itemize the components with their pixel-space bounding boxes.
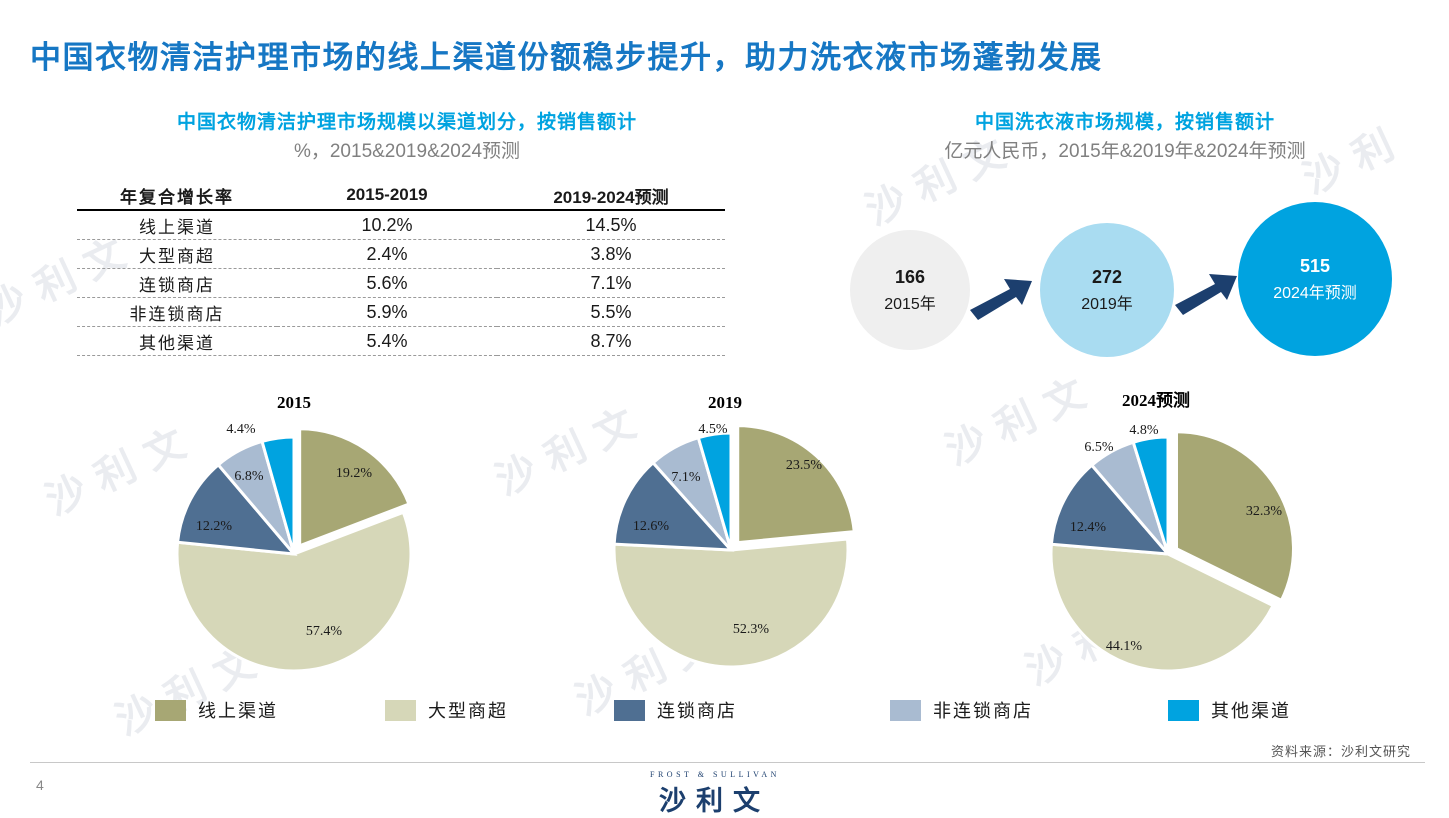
- pie-slice-label: 52.3%: [733, 622, 770, 637]
- pie-slice: [696, 431, 733, 551]
- table-cell: 非连锁商店: [77, 297, 277, 327]
- legend-item: 连锁商店: [614, 699, 737, 722]
- pie-slice: [1131, 435, 1170, 555]
- table-header-cell: 2015-2019: [277, 181, 497, 211]
- pie-slice-label: 4.8%: [1129, 423, 1159, 438]
- pie-slice-label: 19.2%: [336, 466, 373, 481]
- legend-swatch: [155, 699, 186, 721]
- table-cell: 其他渠道: [77, 326, 277, 356]
- logo-text-cn: 沙利文: [659, 786, 770, 817]
- pie-slice-label: 6.8%: [234, 469, 264, 484]
- table-cell: 5.9%: [277, 297, 497, 327]
- table-cell: 14.5%: [497, 210, 725, 240]
- legend-swatch: [614, 699, 645, 721]
- source-note: 资料来源：沙利文研究: [1270, 745, 1411, 760]
- table-cell: 5.4%: [277, 326, 497, 356]
- pie-slice: [612, 537, 850, 669]
- right-panel-unit: 亿元人民币，2015年&2019年&2024年预测: [944, 141, 1306, 162]
- left-panel-unit: %，2015&2019&2024预测: [293, 141, 521, 162]
- legend-item: 大型商超: [385, 699, 508, 722]
- pie-slice: [298, 427, 411, 548]
- table-cell: 大型商超: [77, 239, 277, 269]
- table-cell: 10.2%: [277, 210, 497, 240]
- table-cell: 2.4%: [277, 239, 497, 269]
- circle-value: 515: [1299, 255, 1331, 276]
- table-row: 线上渠道 10.2% 14.5%: [77, 210, 725, 240]
- table-cell: 8.7%: [497, 326, 725, 356]
- pie-slice-label: 7.1%: [671, 470, 701, 485]
- market-size-circle-2015: 166 2015年: [850, 230, 970, 350]
- table-cell: 连锁商店: [77, 268, 277, 298]
- legend-item: 其他渠道: [1168, 699, 1291, 722]
- pie-slice: [612, 460, 735, 552]
- pie-slice-label: 23.5%: [786, 458, 823, 473]
- market-size-circle-2019: 272 2019年: [1040, 223, 1174, 357]
- growth-arrow-icon: [970, 279, 1032, 320]
- pie-slice: [736, 424, 856, 545]
- pie-title: 2019: [708, 393, 742, 412]
- pie-slice: [1174, 430, 1295, 603]
- table-header-row: 年复合增长率 2015-2019 2019-2024预测: [77, 181, 725, 211]
- table-row: 连锁商店 5.6% 7.1%: [77, 268, 725, 298]
- legend-label: 线上渠道: [198, 701, 278, 722]
- legend-label: 非连锁商店: [933, 701, 1033, 722]
- pie-slice-label: 6.5%: [1084, 440, 1114, 455]
- table-cell: 线上渠道: [77, 210, 277, 240]
- table-row: 大型商超 2.4% 3.8%: [77, 239, 725, 269]
- table-header-cell: 2019-2024预测: [497, 181, 725, 211]
- legend-label: 其他渠道: [1211, 701, 1291, 722]
- circle-label: 2015年: [884, 295, 936, 313]
- pie-charts: 2015 19.2% 57.4% 12.2% 6.8% 4.4% 2019 23.5% 52.3…: [175, 390, 1295, 673]
- pie-slice-label: 12.6%: [633, 519, 670, 534]
- pie-slice-label: 57.4%: [306, 624, 343, 639]
- market-size-circle-2024: 515 2024年预测: [1238, 202, 1392, 356]
- table-cell: 5.6%: [277, 268, 497, 298]
- pie-slice: [175, 462, 298, 556]
- circle-label: 2024年预测: [1273, 284, 1357, 302]
- table-row: 其他渠道 5.4% 8.7%: [77, 326, 725, 356]
- right-panel-heading: 中国洗衣液市场规模，按销售额计: [974, 111, 1275, 133]
- legend-item: 线上渠道: [155, 699, 278, 722]
- pie-slice-label: 4.5%: [698, 422, 728, 437]
- legend-item: 非连锁商店: [890, 699, 1033, 722]
- left-panel-heading: 中国衣物清洁护理市场规模以渠道划分，按销售额计: [176, 111, 637, 133]
- page-number: 4: [36, 777, 44, 793]
- pie-slice: [260, 435, 296, 555]
- pie-slice-label: 44.1%: [1106, 639, 1143, 654]
- growth-arrow-icon: [1175, 274, 1237, 315]
- circle-label: 2019年: [1081, 295, 1133, 313]
- pie-slice-label: 32.3%: [1246, 504, 1283, 519]
- footer-divider: [30, 762, 1425, 763]
- table-header-cell: 年复合增长率: [77, 181, 277, 211]
- pie-title: 2015: [277, 393, 311, 412]
- logo-text-en: FROST & SULLIVAN: [650, 770, 780, 779]
- legend-swatch: [890, 699, 921, 721]
- table-cell: 7.1%: [497, 268, 725, 298]
- table-cell: 3.8%: [497, 239, 725, 269]
- pie-slice-label: 12.2%: [196, 519, 233, 534]
- legend-label: 连锁商店: [657, 701, 737, 722]
- cagr-table: 年复合增长率 2015-2019 2019-2024预测 线上渠道 10.2% …: [77, 181, 725, 356]
- pie-slice: [175, 510, 413, 673]
- legend-swatch: [1168, 699, 1199, 721]
- circle-value: 166: [894, 266, 926, 287]
- legend-label: 大型商超: [428, 701, 508, 722]
- pie-slice: [1049, 463, 1172, 556]
- table-cell: 5.5%: [497, 297, 725, 327]
- pie-slice-label: 4.4%: [226, 422, 256, 437]
- page-title: 中国衣物清洁护理市场的线上渠道份额稳步提升，助力洗衣液市场蓬勃发展: [30, 40, 1103, 76]
- table-row: 非连锁商店 5.9% 5.5%: [77, 297, 725, 327]
- pie-slice: [1049, 542, 1276, 673]
- circle-value: 272: [1091, 266, 1123, 287]
- legend-swatch: [385, 699, 416, 721]
- pie-title: 2024预测: [1122, 390, 1190, 410]
- pie-slice-label: 12.4%: [1070, 520, 1107, 535]
